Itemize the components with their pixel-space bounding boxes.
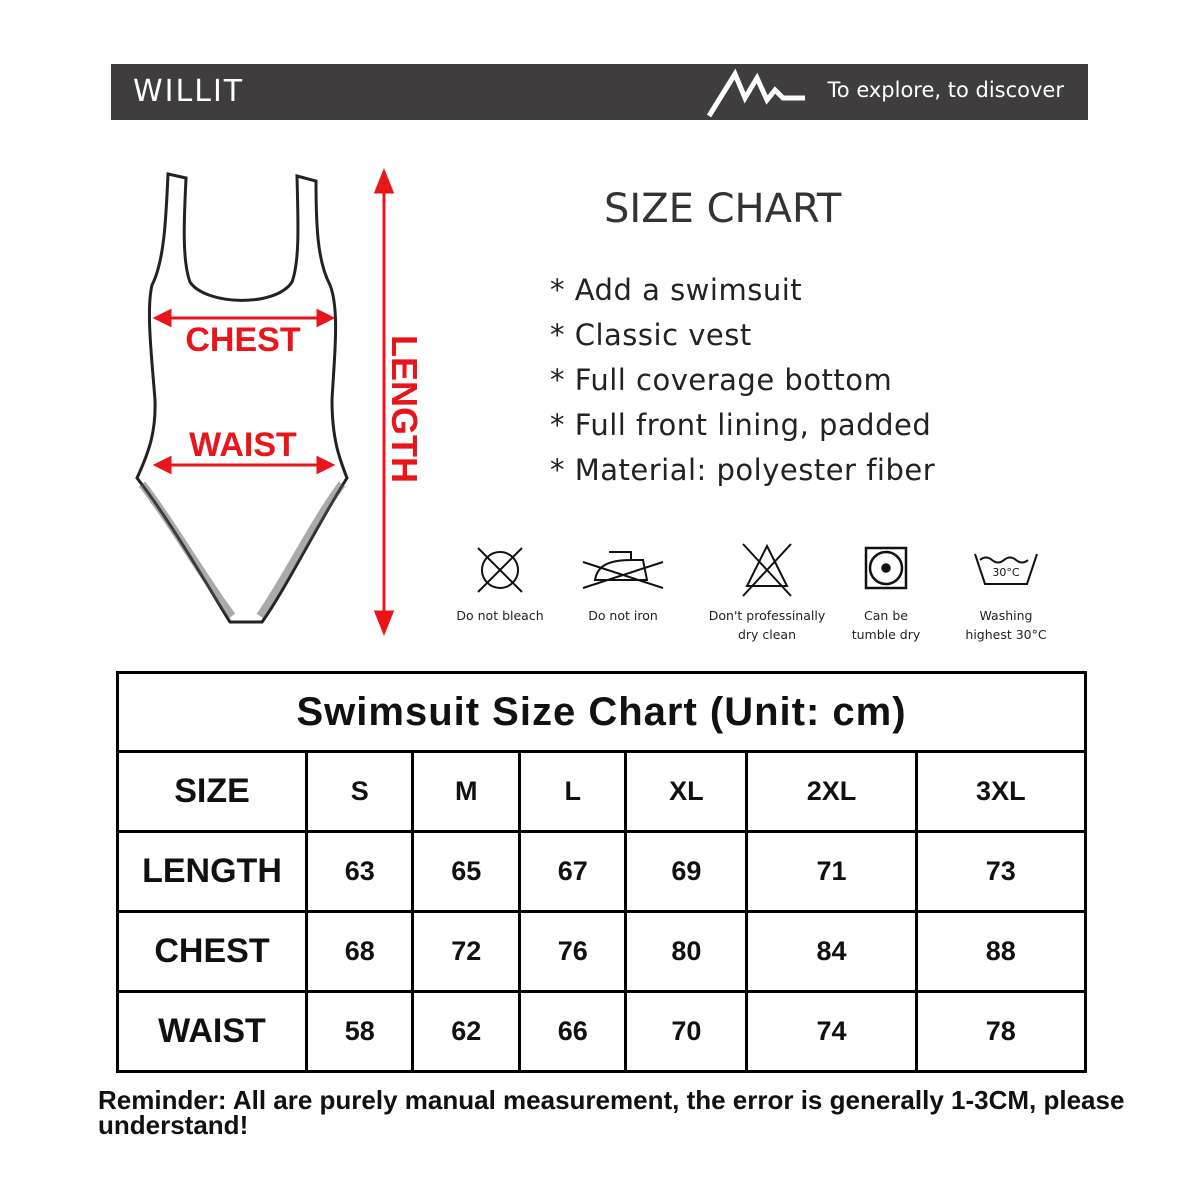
header-cell: SIZE xyxy=(116,750,308,833)
care-wash-30: 30°C Washing highest 30°C xyxy=(936,540,1076,644)
table-row: LENGTH 63 65 67 69 71 73 xyxy=(116,830,1088,913)
table-cell: 88 xyxy=(914,910,1088,993)
table-cell: 78 xyxy=(914,990,1088,1073)
table-cell: 65 xyxy=(411,830,521,913)
feature-item: * Classic vest xyxy=(550,318,752,352)
header-cell: XL xyxy=(624,750,749,833)
length-label: LENGTH xyxy=(384,335,425,483)
feature-item: * Add a swimsuit xyxy=(550,273,803,307)
care-label: Do not iron xyxy=(588,608,658,623)
table-cell: 72 xyxy=(411,910,521,993)
slogan: To explore, to discover xyxy=(827,78,1064,102)
table-cell: 67 xyxy=(517,830,628,913)
care-no-bleach: Do not bleach xyxy=(430,540,570,625)
feature-item: * Full coverage bottom xyxy=(550,363,893,397)
table-cell: 69 xyxy=(624,830,749,913)
measurement-reminder: Reminder: All are purely manual measurem… xyxy=(98,1085,1125,1140)
header-cell: L xyxy=(517,750,628,833)
table-cell: 76 xyxy=(517,910,628,993)
brand-name: WILLIT xyxy=(133,74,245,109)
care-label: Do not bleach xyxy=(456,608,544,623)
table-cell: 63 xyxy=(304,830,415,913)
care-label: tumble dry xyxy=(851,627,921,642)
tumble-dry-icon xyxy=(864,546,908,590)
care-no-dry-clean: Don't professinally dry clean xyxy=(697,540,837,644)
chest-arrow-icon xyxy=(152,308,336,328)
row-label: CHEST xyxy=(116,910,308,993)
swimsuit-outline-icon xyxy=(135,172,349,624)
table-row: WAIST 58 62 66 70 74 78 xyxy=(116,990,1088,1073)
no-dry-clean-icon xyxy=(742,543,792,597)
header-cell: M xyxy=(411,750,521,833)
table-cell: 84 xyxy=(745,910,918,993)
no-iron-icon xyxy=(582,551,664,589)
no-bleach-icon xyxy=(477,547,523,593)
care-label: Don't professinally xyxy=(708,608,826,623)
table-cell: 58 xyxy=(304,990,415,1073)
care-no-iron: Do not iron xyxy=(553,540,693,625)
row-label: WAIST xyxy=(116,990,308,1073)
length-arrow-icon xyxy=(373,167,395,637)
care-label: highest 30°C xyxy=(965,627,1047,642)
table-header-row: SIZE S M L XL 2XL 3XL xyxy=(116,750,1088,833)
header-cell: 2XL xyxy=(745,750,918,833)
feature-item: * Material: polyester fiber xyxy=(550,453,936,487)
size-chart-title: SIZE CHART xyxy=(604,186,842,232)
size-table: Swimsuit Size Chart (Unit: cm) SIZE S M … xyxy=(116,671,1088,1073)
care-tumble-dry: Can be tumble dry xyxy=(816,540,956,644)
care-label: dry clean xyxy=(737,627,797,642)
wash-30-icon: 30°C xyxy=(974,553,1038,585)
table-cell: 80 xyxy=(624,910,749,993)
waist-arrow-icon xyxy=(152,455,336,475)
header-cell: S xyxy=(304,750,415,833)
swimsuit-diagram: CHEST WAIST LENGTH xyxy=(135,167,425,637)
table-cell: 70 xyxy=(624,990,749,1073)
care-label: Can be xyxy=(864,608,908,623)
table-cell: 73 xyxy=(914,830,1088,913)
brand-banner: WILLIT To explore, to discover xyxy=(111,64,1088,120)
table-cell: 62 xyxy=(411,990,521,1073)
table-cell: 71 xyxy=(745,830,918,913)
mountain-logo-icon xyxy=(706,68,805,118)
care-label: Washing xyxy=(979,608,1033,623)
chest-label: CHEST xyxy=(185,321,300,359)
svg-text:30°C: 30°C xyxy=(992,566,1019,579)
table-cell: 68 xyxy=(304,910,415,993)
table-cell: 66 xyxy=(517,990,628,1073)
feature-list: * Add a swimsuit * Classic vest * Full c… xyxy=(550,270,935,495)
table-row: CHEST 68 72 76 80 84 88 xyxy=(116,910,1088,993)
table-cell: 74 xyxy=(745,990,918,1073)
waist-label: WAIST xyxy=(189,426,297,464)
row-label: LENGTH xyxy=(116,830,308,913)
header-cell: 3XL xyxy=(914,750,1088,833)
feature-item: * Full front lining, padded xyxy=(550,408,932,442)
table-caption: Swimsuit Size Chart (Unit: cm) xyxy=(116,671,1087,753)
